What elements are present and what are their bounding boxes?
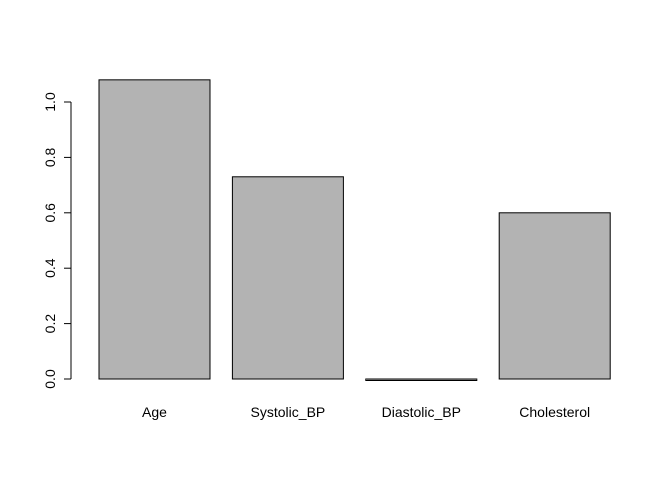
y-tick-label: 0.2 <box>42 314 58 334</box>
x-category-label: Diastolic_BP <box>382 404 461 420</box>
y-axis: 0.0 0.2 0.4 0.6 0.8 1.0 <box>42 92 72 389</box>
x-labels-group: Age Systolic_BP Diastolic_BP Cholesterol <box>142 404 590 420</box>
x-category-label: Cholesterol <box>519 404 590 420</box>
x-category-label: Age <box>142 404 167 420</box>
x-category-label: Systolic_BP <box>251 404 326 420</box>
y-tick-label: 0.4 <box>42 258 58 278</box>
bar-age <box>98 79 211 380</box>
bars-group <box>98 79 611 381</box>
y-tick-label: 0.8 <box>42 147 58 167</box>
bar-systolic-bp <box>231 176 344 380</box>
bar-diastolic-bp <box>365 378 478 381</box>
y-tick-label: 1.0 <box>42 92 58 112</box>
y-tick-label: 0.0 <box>42 369 58 389</box>
bar-cholesterol <box>498 212 611 380</box>
y-tick-label: 0.6 <box>42 203 58 223</box>
